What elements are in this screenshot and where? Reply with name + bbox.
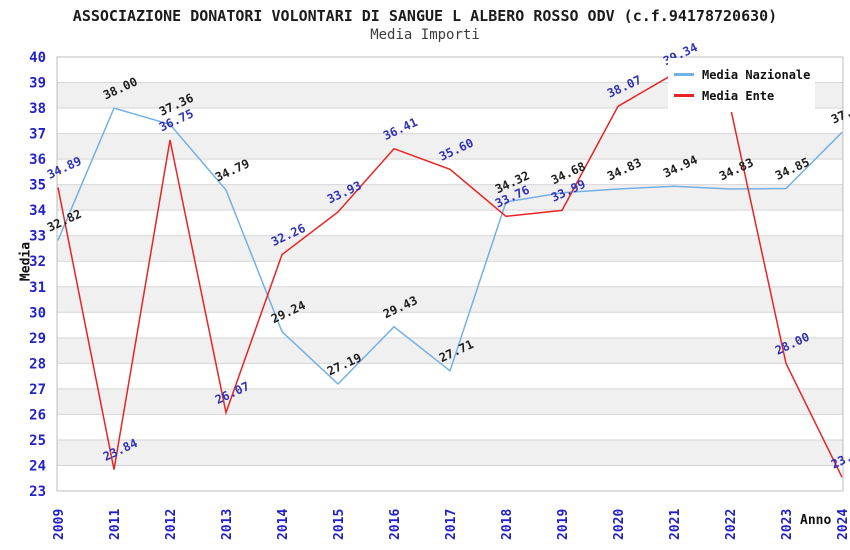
y-tick-label: 38 bbox=[29, 101, 46, 117]
legend-item-media-nazionale: Media Nazionale bbox=[674, 64, 811, 85]
legend-swatch-line bbox=[674, 94, 694, 97]
y-tick-label: 35 bbox=[29, 178, 46, 194]
y-tick-label: 27 bbox=[29, 382, 46, 398]
y-tick-label: 40 bbox=[29, 50, 46, 66]
grid-band bbox=[57, 337, 843, 364]
x-tick-label: 2014 bbox=[276, 509, 291, 540]
grid-band bbox=[57, 235, 843, 262]
legend-item-label: Media Ente bbox=[702, 88, 775, 103]
point-label: 34.79 bbox=[213, 156, 252, 184]
legend-box: Media Nazionale Media Ente bbox=[668, 58, 815, 112]
x-tick-label: 2023 bbox=[780, 509, 795, 540]
x-tick-label: 2019 bbox=[556, 509, 571, 540]
y-tick-label: 29 bbox=[29, 331, 46, 347]
y-tick-label: 30 bbox=[29, 305, 46, 321]
x-tick-label: 2011 bbox=[108, 509, 123, 540]
x-tick-label: 2022 bbox=[724, 509, 739, 540]
y-tick-label: 32 bbox=[29, 254, 46, 270]
legend-item-media-ente: Media Ente bbox=[674, 85, 811, 106]
x-tick-label: 2016 bbox=[388, 509, 403, 540]
x-tick-label: 2009 bbox=[52, 509, 67, 540]
y-tick-label: 36 bbox=[29, 152, 46, 168]
y-tick-label: 31 bbox=[29, 280, 46, 296]
x-tick-label: 2021 bbox=[668, 509, 683, 540]
y-tick-label: 39 bbox=[29, 76, 46, 92]
y-tick-label: 26 bbox=[29, 407, 46, 423]
grid-band bbox=[57, 439, 843, 466]
x-tick-label: 2020 bbox=[612, 509, 627, 540]
x-tick-label: 2013 bbox=[220, 509, 235, 540]
x-tick-label: 2012 bbox=[164, 509, 179, 540]
y-tick-label: 24 bbox=[29, 458, 46, 474]
y-tick-label: 28 bbox=[29, 356, 46, 372]
chart-subtitle: Media Importi bbox=[370, 27, 480, 43]
x-tick-label: 2024 bbox=[836, 509, 850, 540]
grid-band bbox=[57, 184, 843, 211]
plot-border bbox=[56, 56, 844, 492]
y-tick-label: 37 bbox=[29, 127, 46, 143]
x-tick-label: 2017 bbox=[444, 509, 459, 540]
x-tick-label: 2015 bbox=[332, 509, 347, 540]
point-label: 32.82 bbox=[45, 207, 84, 235]
y-tick-label: 33 bbox=[29, 229, 46, 245]
legend-swatch-line bbox=[674, 73, 694, 76]
y-tick-label: 23 bbox=[29, 484, 46, 500]
y-tick-label: 25 bbox=[29, 433, 46, 449]
y-tick-label: 34 bbox=[29, 203, 46, 219]
series-line-media-nazionale bbox=[57, 107, 843, 386]
y-axis-title: Media bbox=[18, 241, 34, 282]
x-axis-title: Anno bbox=[800, 513, 832, 528]
chart-title: ASSOCIAZIONE DONATORI VOLONTARI DI SANGU… bbox=[72, 7, 778, 25]
legend-item-label: Media Nazionale bbox=[702, 67, 811, 82]
x-tick-label: 2018 bbox=[500, 509, 515, 540]
grid-band bbox=[57, 286, 843, 313]
grid-band bbox=[57, 388, 843, 415]
